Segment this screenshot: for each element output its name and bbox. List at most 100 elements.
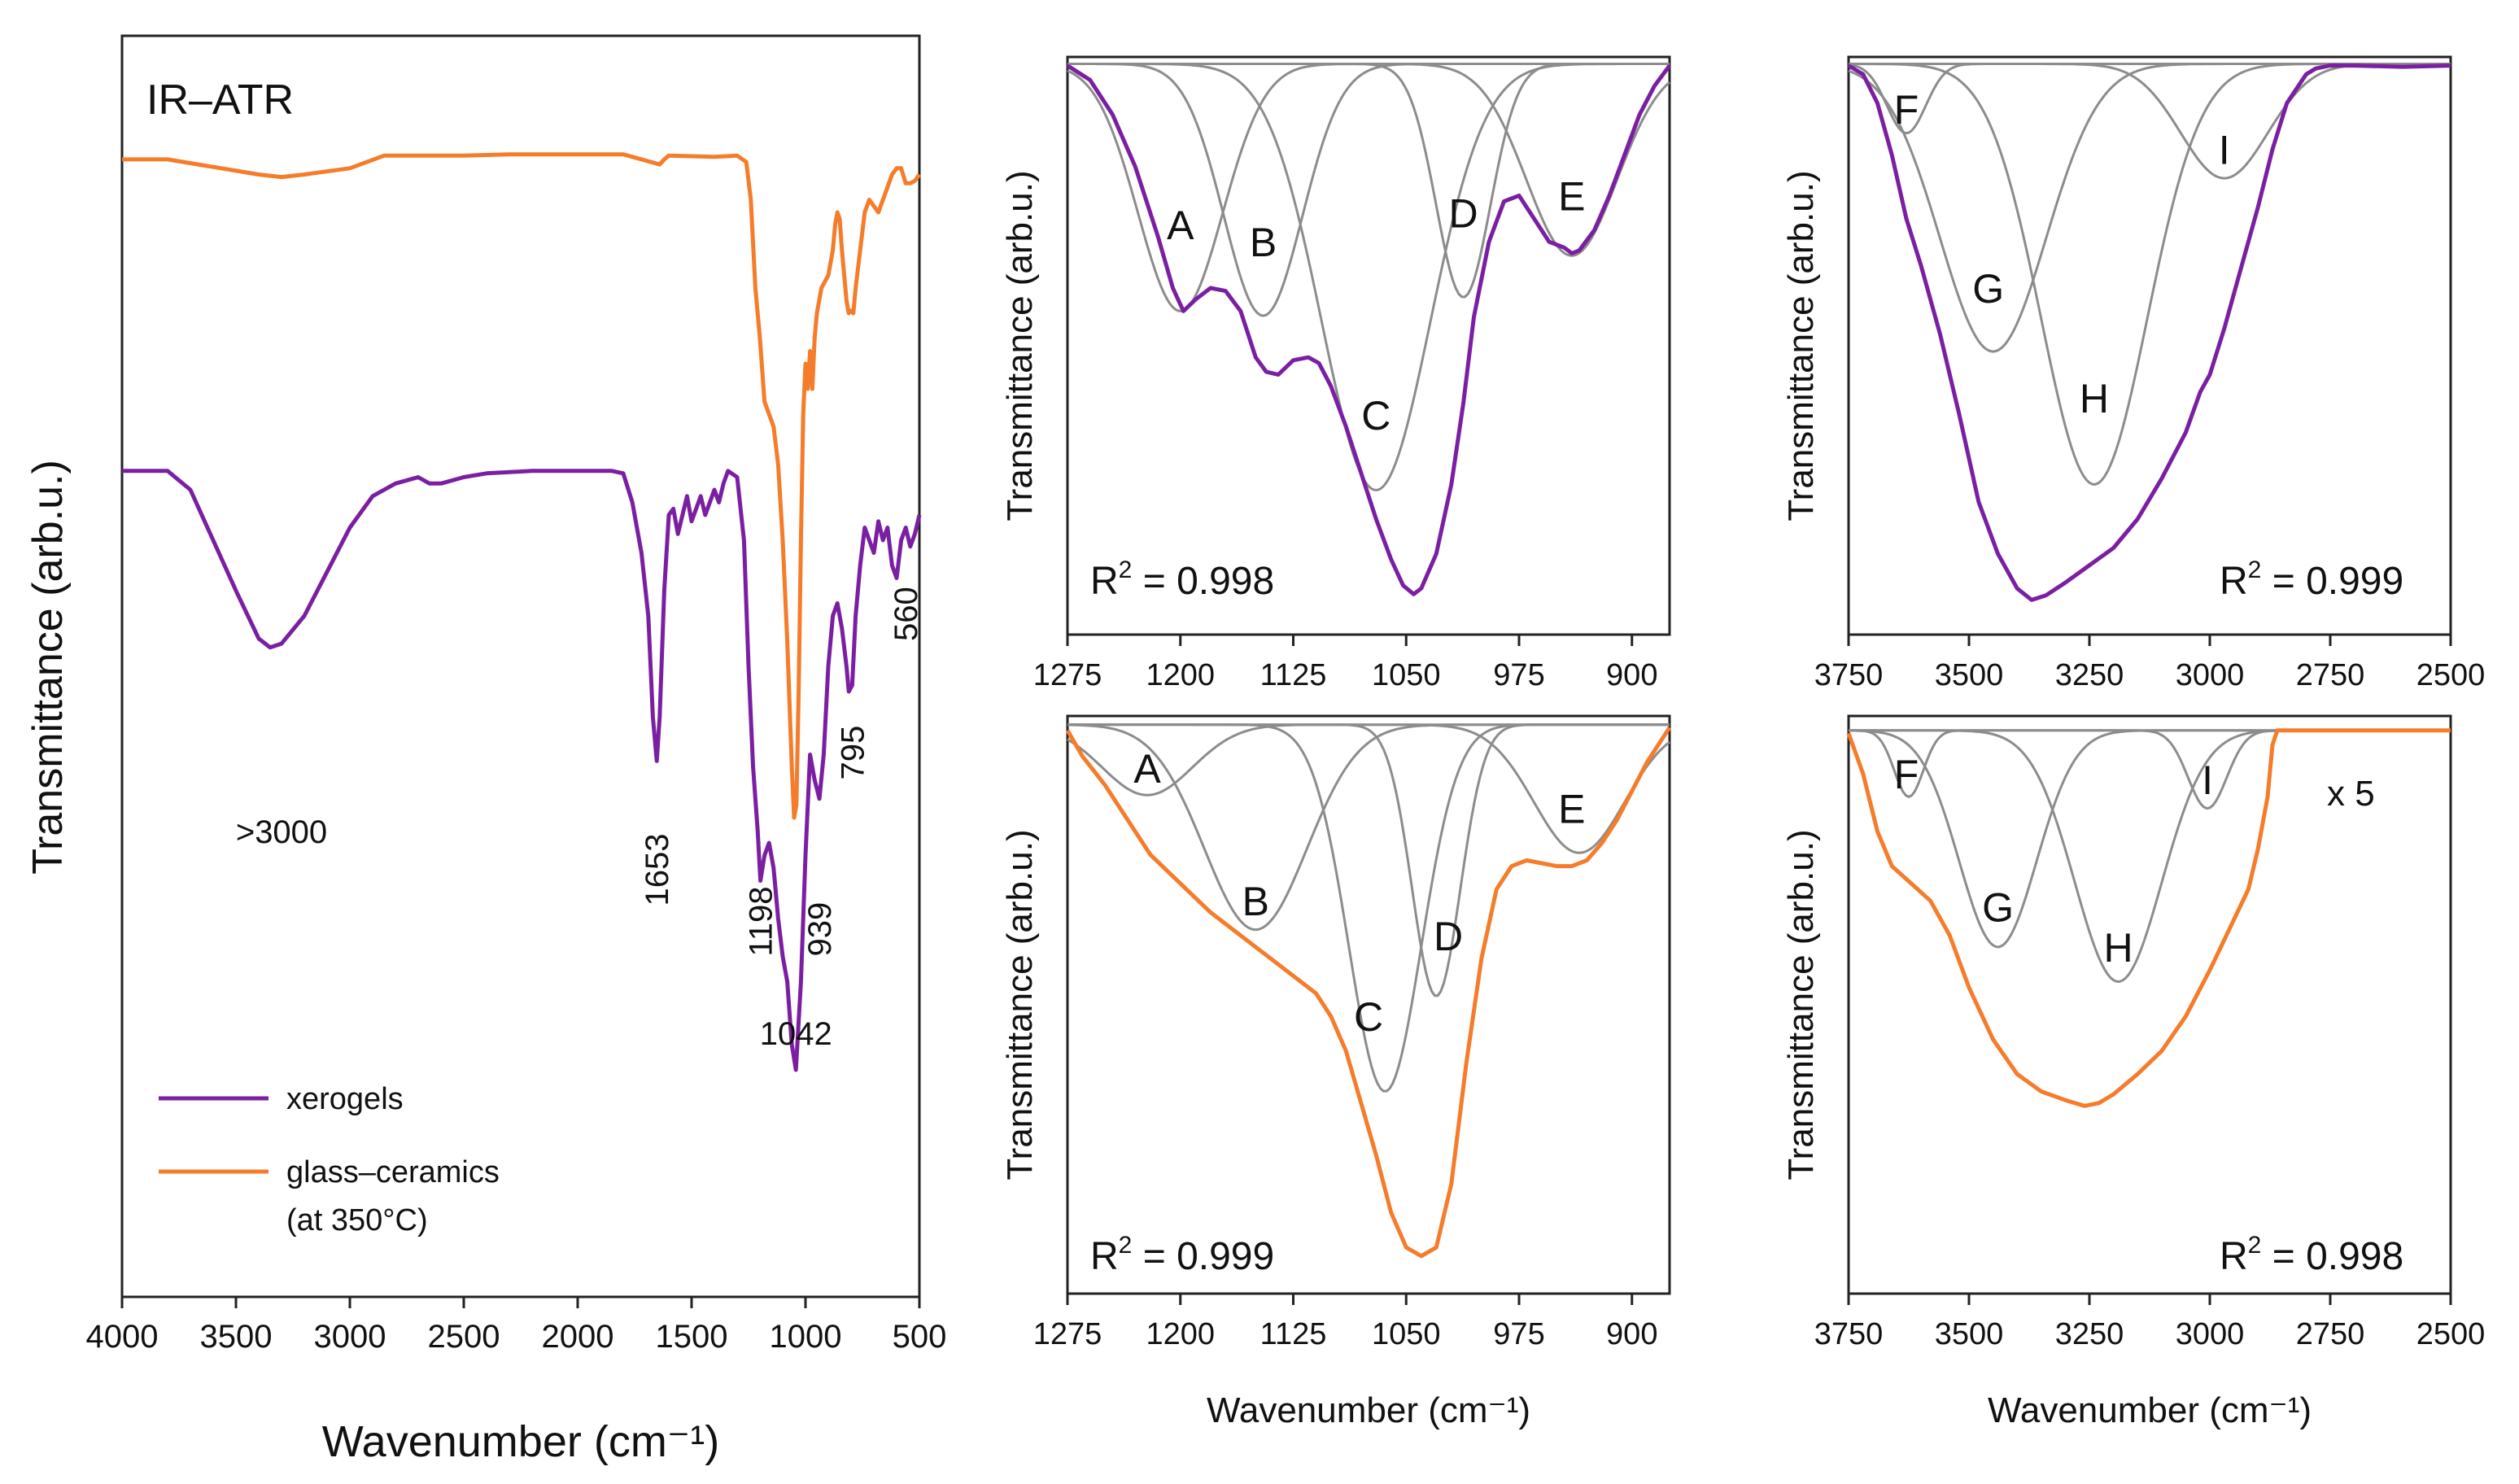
x-tick-label: 1275 [1033, 1317, 1102, 1351]
peak-annotation: 1042 [760, 1016, 832, 1052]
fit-3-y-axis-label: Transmittance (arb.u.) [1000, 829, 1040, 1180]
fit-4-x-axis-label: Wavenumber (cm⁻¹) [1988, 1390, 2312, 1430]
fit-1-trace [1066, 63, 1672, 596]
fit-4-r2-label: R2 = 0.998 [2220, 1232, 2403, 1278]
fit-4-plot-frame [1847, 714, 2452, 1295]
peak-label-a: A [1167, 203, 1194, 248]
x-tick-label: 3750 [1814, 658, 1884, 692]
fit-4-peak-labels: F G H I [1894, 752, 2213, 971]
x-tick-label: 1200 [1146, 1317, 1215, 1351]
fit-3-components [1067, 723, 1670, 1093]
fit-3-r2-label: R2 = 0.999 [1090, 1232, 1274, 1278]
peak-label-d: D [1448, 191, 1478, 237]
x-tick-label: 1200 [1146, 658, 1215, 692]
fit-2-peak-labels: F G H I [1894, 87, 2230, 421]
fit-4-components [1849, 729, 2451, 984]
x-tick-label: 3250 [2055, 658, 2124, 692]
peak-label-i: I [2202, 757, 2213, 803]
fit-4-multiplier: x 5 [2327, 774, 2375, 814]
measured-trace [1847, 63, 2451, 602]
x-tick-label: 1275 [1033, 658, 1102, 692]
peak-label-g: G [1982, 884, 2014, 930]
x-tick-label: 1500 [656, 1319, 728, 1355]
fit-3-trace [1065, 726, 1672, 1259]
peak-label-b: B [1250, 220, 1277, 265]
fit-4-x-ticks: 3750 3500 3250 3000 2750 2500 [1814, 1294, 2486, 1351]
fit-1-x-ticks: 1275 1200 1125 1050 975 900 [1033, 635, 1657, 692]
survey-series [122, 152, 922, 1072]
peak-label-e: E [1558, 173, 1585, 219]
fit-1-y-axis-label: Transmittance (arb.u.) [1000, 170, 1040, 521]
peak-label-h: H [2103, 925, 2133, 971]
component-band-h [1849, 63, 2451, 486]
x-tick-label: 1000 [770, 1319, 842, 1355]
survey-plot-frame [120, 34, 921, 1298]
peak-annotation: 1653 [640, 834, 675, 906]
legend: xerogels glass–ceramics (at 350°C) [159, 1082, 500, 1237]
fit-panel-top-middle: Transmittance (arb.u.) 1275 1200 1125 1050 9… [1000, 55, 1672, 692]
x-tick-label: 900 [1606, 1317, 1657, 1351]
x-tick-label: 2500 [428, 1319, 500, 1355]
x-tick-label: 2000 [542, 1319, 614, 1355]
peak-annotation: 1198 [744, 886, 779, 956]
fit-1-r2-label: R2 = 0.998 [1090, 556, 1274, 603]
fit-2-components [1848, 63, 2451, 486]
x-tick-label: 4000 [86, 1319, 159, 1355]
fit-1-peak-labels: A B C D E [1167, 173, 1585, 439]
survey-x-axis-label: Wavenumber (cm⁻¹) [322, 1417, 720, 1466]
fit-panel-top-right: Transmittance (arb.u.) 3750 3500 3250 3000 2… [1781, 55, 2485, 692]
survey-x-ticks: 4000 3500 3000 2500 2000 1500 1000 500 [86, 1297, 947, 1355]
fit-1-plot-frame [1066, 55, 1671, 636]
x-tick-label: 3500 [1935, 658, 2004, 692]
measured-trace [1846, 728, 2451, 1108]
component-band-e [1067, 63, 1671, 257]
series-line-glass-ceramics [122, 152, 922, 820]
peak-label-i: I [2219, 128, 2230, 173]
peak-label-f: F [1894, 752, 1919, 797]
peak-annotation: >3000 [236, 814, 327, 850]
peak-label-f: F [1894, 87, 1919, 133]
peak-label-b: B [1242, 879, 1269, 924]
peak-label-d: D [1434, 914, 1463, 959]
fit-1-components [1067, 63, 1671, 491]
fit-3-plot-frame [1066, 714, 1671, 1295]
component-band-h [1849, 729, 2451, 984]
component-band-e [1067, 723, 1670, 854]
fit-2-y-axis-label: Transmittance (arb.u.) [1781, 170, 1821, 521]
fit-2-r2-label: R2 = 0.999 [2220, 556, 2403, 603]
series-line-xerogels [122, 469, 922, 1072]
fit-panel-bottom-right: Transmittance (arb.u.) Wavenumber (cm⁻¹)… [1781, 714, 2486, 1430]
peak-label-e: E [1558, 787, 1585, 832]
survey-annotations: >3000 1653 1198 939 795 560 1042 [236, 587, 924, 1052]
x-tick-label: 1050 [1372, 658, 1441, 692]
x-tick-label: 500 [893, 1319, 947, 1355]
x-tick-label: 1050 [1372, 1317, 1441, 1351]
fit-2-plot-frame [1847, 55, 2452, 636]
peak-annotation: 795 [835, 726, 871, 780]
x-tick-label: 2750 [2296, 658, 2365, 692]
x-tick-label: 3500 [200, 1319, 273, 1355]
fit-4-trace [1846, 728, 2451, 1108]
survey-y-axis-label: Transmittance (arb.u.) [24, 460, 72, 875]
peak-annotation: 939 [802, 902, 838, 957]
x-tick-label: 3500 [1935, 1317, 2004, 1351]
x-tick-label: 975 [1493, 658, 1544, 692]
x-tick-label: 3000 [314, 1319, 386, 1355]
measured-trace [1066, 63, 1672, 596]
measured-trace [1065, 726, 1672, 1259]
x-tick-label: 2500 [2416, 1317, 2486, 1351]
x-tick-label: 2750 [2296, 1317, 2365, 1351]
x-tick-label: 900 [1606, 658, 1657, 692]
fit-3-x-ticks: 1275 1200 1125 1050 975 900 [1033, 1294, 1657, 1351]
legend-xerogels-label: xerogels [286, 1082, 404, 1116]
x-tick-label: 3000 [2176, 658, 2245, 692]
fit-3-x-axis-label: Wavenumber (cm⁻¹) [1207, 1390, 1530, 1430]
x-tick-label: 3000 [2176, 1317, 2245, 1351]
peak-label-g: G [1972, 266, 2004, 312]
x-tick-label: 3750 [1814, 1317, 1884, 1351]
fit-2-trace [1847, 63, 2451, 602]
peak-label-a: A [1133, 746, 1161, 792]
x-tick-label: 1125 [1260, 658, 1327, 692]
peak-label-c: C [1361, 393, 1390, 439]
